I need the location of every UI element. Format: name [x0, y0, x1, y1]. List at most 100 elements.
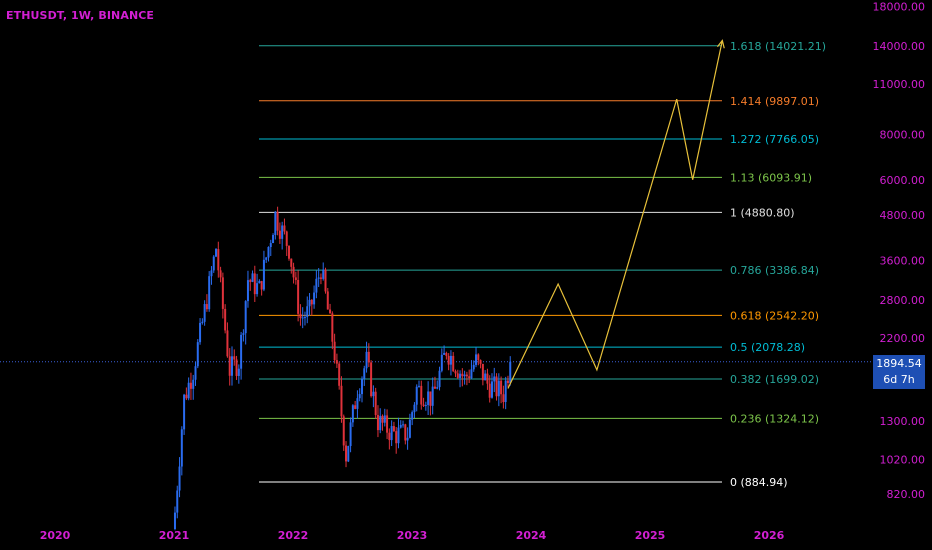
- candle: [488, 375, 491, 403]
- y-tick-label: 8000.00: [880, 128, 926, 141]
- fib-label: 0.5 (2078.28): [730, 341, 805, 354]
- last-price-badge: 1894.54 6d 7h: [873, 355, 925, 389]
- candle: [265, 256, 268, 263]
- candle: [374, 387, 377, 419]
- candle: [201, 318, 204, 325]
- fib-label: 0 (884.94): [730, 476, 788, 489]
- candle: [468, 369, 471, 384]
- candle: [459, 370, 462, 388]
- candle: [244, 300, 247, 345]
- candle: [235, 355, 238, 380]
- candle: [358, 388, 361, 402]
- candle: [479, 359, 482, 369]
- candle: [354, 401, 357, 410]
- candle: [342, 414, 345, 451]
- fib-label: 1 (4880.80): [730, 206, 795, 219]
- candle: [308, 293, 311, 316]
- candle: [199, 318, 202, 345]
- candle: [388, 428, 391, 450]
- candle: [297, 270, 300, 322]
- candle: [224, 304, 227, 334]
- candle: [258, 279, 261, 284]
- candle: [192, 374, 195, 400]
- candle: [418, 380, 421, 388]
- candle: [461, 368, 464, 387]
- candle: [413, 402, 416, 418]
- candle: [495, 373, 498, 401]
- candle: [445, 351, 448, 360]
- candle: [447, 353, 450, 371]
- candle: [185, 387, 188, 401]
- candle: [187, 377, 190, 401]
- candle: [422, 397, 425, 407]
- y-tick-label: 820.00: [887, 488, 926, 501]
- y-tick-label: 1020.00: [880, 454, 926, 467]
- candle: [490, 373, 493, 399]
- x-axis[interactable]: 2020 2021 2022 2023 2024 2025 2026: [40, 529, 785, 542]
- candle: [269, 239, 272, 256]
- candle: [406, 427, 409, 450]
- x-tick-label: 2024: [516, 529, 547, 542]
- candle: [452, 352, 455, 373]
- candle: [367, 343, 370, 368]
- candle: [290, 258, 293, 274]
- y-tick-label: 14000.00: [873, 40, 926, 53]
- fib-label: 0.618 (2542.20): [730, 309, 819, 322]
- candle: [502, 385, 505, 409]
- projection-line: [507, 40, 723, 389]
- candle: [431, 377, 434, 415]
- x-tick-label: 2023: [397, 529, 428, 542]
- candle: [324, 267, 327, 294]
- candle: [408, 413, 411, 439]
- candle: [506, 375, 509, 388]
- candle: [481, 363, 484, 386]
- candle: [317, 268, 320, 287]
- candle: [329, 303, 332, 314]
- y-axis[interactable]: 18000.00 14000.00 11000.00 8000.00 6000.00 48…: [873, 0, 926, 501]
- candle: [470, 360, 473, 380]
- candle: [272, 233, 275, 244]
- candle: [205, 294, 208, 312]
- candle: [292, 262, 295, 284]
- candle: [299, 304, 302, 326]
- x-tick-label: 2022: [278, 529, 309, 542]
- candle: [345, 441, 348, 468]
- candle: [504, 376, 507, 410]
- candle: [208, 271, 211, 312]
- candle: [436, 380, 439, 390]
- candle: [351, 404, 354, 427]
- fib-label: 0.786 (3386.84): [730, 264, 819, 277]
- candle: [349, 417, 352, 453]
- y-tick-label: 2200.00: [880, 332, 926, 345]
- y-tick-label: 6000.00: [880, 174, 926, 187]
- candle: [390, 420, 393, 447]
- candle: [363, 365, 366, 386]
- candle: [276, 206, 279, 236]
- candle: [370, 360, 373, 398]
- candle: [365, 341, 368, 373]
- fib-label: 0.236 (1324.12): [730, 412, 819, 425]
- x-tick-label: 2021: [159, 529, 190, 542]
- candle: [360, 376, 363, 403]
- candle: [443, 345, 446, 355]
- candle: [427, 381, 430, 416]
- candle: [237, 364, 240, 384]
- candle: [233, 349, 236, 366]
- candle: [267, 246, 270, 262]
- candle: [484, 370, 487, 381]
- candle: [399, 420, 402, 429]
- candle: [262, 250, 265, 292]
- candle: [356, 390, 359, 419]
- candle: [440, 348, 443, 373]
- candle: [477, 353, 480, 366]
- y-tick-label: 2800.00: [880, 294, 926, 307]
- candle: [340, 376, 343, 423]
- candle: [253, 265, 256, 303]
- candle: [335, 353, 338, 369]
- candle: [379, 408, 382, 434]
- fib-label: 1.13 (6093.91): [730, 171, 812, 184]
- fib-label: 0.382 (1699.02): [730, 373, 819, 386]
- candle: [500, 376, 503, 404]
- candle: [274, 210, 277, 240]
